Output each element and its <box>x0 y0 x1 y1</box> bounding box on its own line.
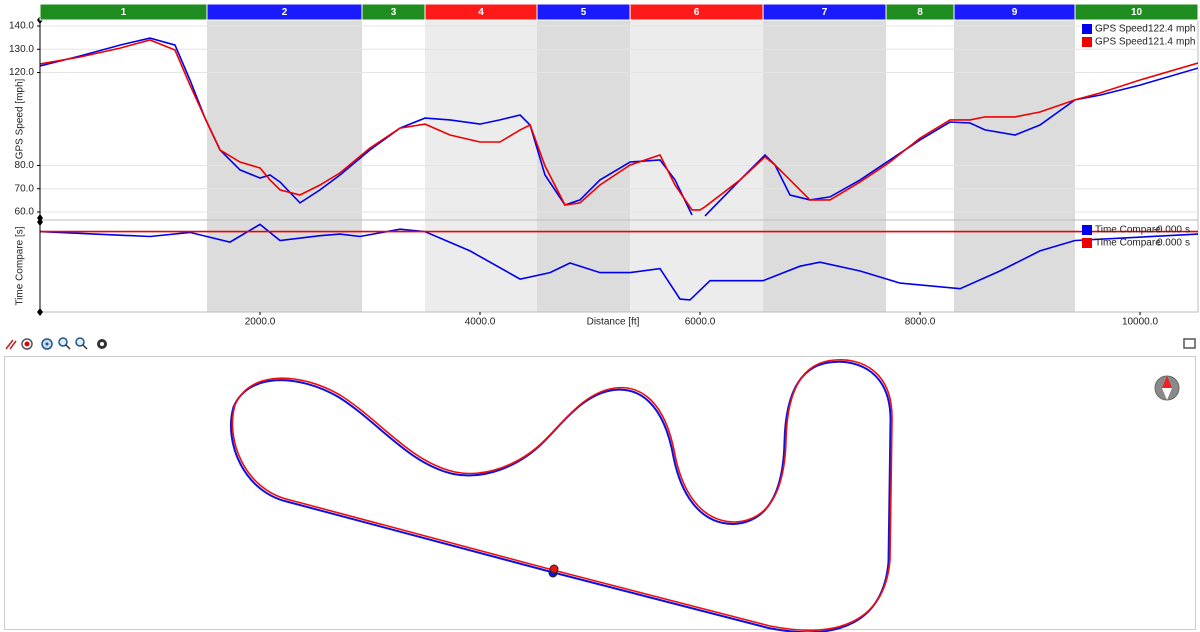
axis-end-marker <box>37 308 43 316</box>
sector-bands <box>206 20 1076 312</box>
zoom-in-tool[interactable] <box>58 337 71 350</box>
x-tick-label: 10000.0 <box>1122 317 1159 328</box>
time-lines <box>40 223 1198 301</box>
y-tick-label: 120.0 <box>9 67 34 78</box>
export-tool[interactable] <box>1183 338 1196 349</box>
legend-name: Time Compare <box>1095 238 1161 249</box>
compass[interactable] <box>1154 375 1180 401</box>
y-tick-label: 70.0 <box>15 183 35 194</box>
axis-end-marker <box>37 218 43 226</box>
y-tick-label: 80.0 <box>15 160 35 171</box>
legend-readout: 0.000 <box>1157 238 1182 249</box>
x-tick-label: 2000.0 <box>245 317 276 328</box>
toolbar <box>5 337 1196 350</box>
grid <box>40 25 1198 213</box>
speed-lines <box>40 37 1198 217</box>
series-line <box>40 223 1198 301</box>
settings-tool[interactable] <box>97 339 107 349</box>
sector-band <box>763 20 887 312</box>
sector-label: 9 <box>1012 7 1018 18</box>
legend-unit: s <box>1185 238 1190 249</box>
series-line <box>40 39 1198 211</box>
legend-swatch <box>1082 238 1092 248</box>
clear-tool[interactable] <box>5 339 17 350</box>
legend-readout: -0.000 <box>1154 225 1183 236</box>
axes: 60.0 70.0 80.0 120.0 130.0 140.0 2000.0 4000.0 6… <box>9 16 1159 328</box>
sector-label: 1 <box>121 7 127 18</box>
legend-name: Time Compare <box>1095 225 1161 236</box>
legend-unit: mph <box>1176 37 1195 48</box>
track-line-blue <box>229 360 892 632</box>
x-tick-label: 8000.0 <box>905 317 936 328</box>
sector-label: 7 <box>822 7 828 18</box>
legend-name: GPS Speed <box>1095 24 1148 35</box>
sector-label: 10 <box>1131 7 1143 18</box>
car-marker-red <box>549 564 559 574</box>
x-tick-label: 6000.0 <box>685 317 716 328</box>
x-axis-label: Distance [ft] <box>587 317 640 328</box>
sector-band <box>630 20 764 312</box>
x-tick-label: 4000.0 <box>465 317 496 328</box>
y-tick-label: 140.0 <box>9 21 34 32</box>
y-axis-label: GPS Speed [mph] <box>15 78 26 159</box>
sector-band <box>536 20 631 312</box>
sector-tab <box>1074 3 1199 21</box>
track-line-red <box>231 359 893 632</box>
sector-label: 8 <box>917 7 923 18</box>
sector-band <box>954 20 1076 312</box>
legend-swatch <box>1082 24 1092 34</box>
legend-unit: s <box>1185 225 1190 236</box>
sector-label: 2 <box>282 7 288 18</box>
legend-swatch <box>1082 225 1092 235</box>
legend-unit: mph <box>1176 24 1195 35</box>
legend-readout: 121.4 <box>1148 37 1173 48</box>
sector-label: 5 <box>581 7 587 18</box>
sector-band <box>425 20 537 312</box>
y-tick-label: 60.0 <box>15 207 35 218</box>
map-panel <box>4 356 1196 630</box>
legend-readout: 122.4 <box>1148 24 1173 35</box>
zoom-out-tool[interactable] <box>75 337 88 350</box>
y-axis-label: Time Compare [s] <box>15 226 26 305</box>
legend-swatch <box>1082 37 1092 47</box>
legend-name: GPS Speed <box>1095 37 1148 48</box>
center-tool[interactable] <box>41 338 53 350</box>
sector-label: 3 <box>391 7 397 18</box>
sector-label: 4 <box>478 7 484 18</box>
record-tool[interactable] <box>21 338 33 350</box>
y-tick-label: 130.0 <box>9 44 34 55</box>
sector-label: 6 <box>694 7 700 18</box>
sector-band <box>206 20 362 312</box>
